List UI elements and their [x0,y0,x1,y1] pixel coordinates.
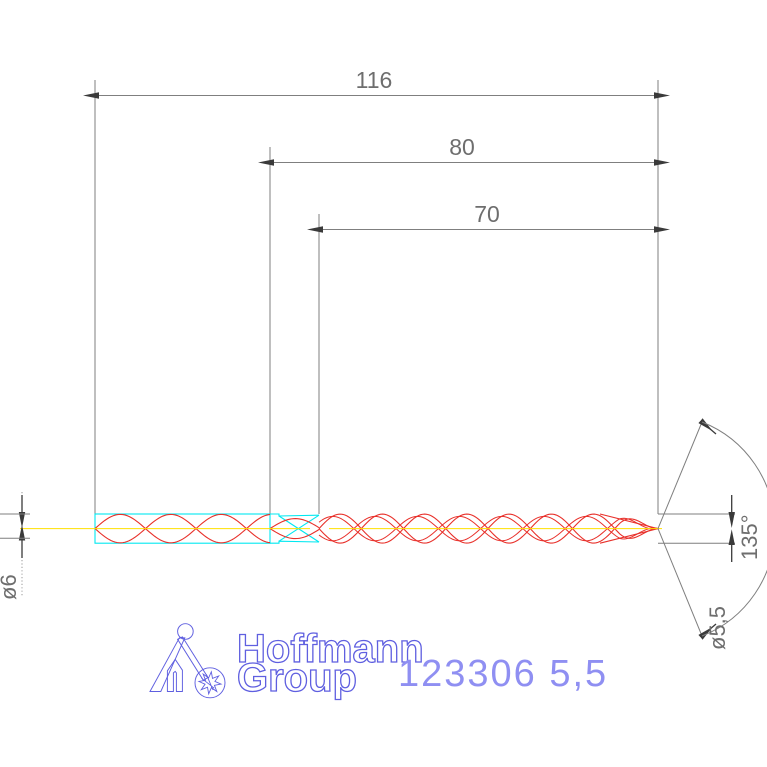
svg-text:Group: Group [237,656,357,700]
svg-text:135°: 135° [737,514,762,560]
svg-text:123306 5,5: 123306 5,5 [398,653,608,695]
svg-text:ø6: ø6 [0,574,21,600]
svg-text:70: 70 [474,201,500,227]
svg-text:ø5,5: ø5,5 [705,606,730,650]
svg-text:80: 80 [449,134,475,160]
svg-text:116: 116 [356,67,393,93]
